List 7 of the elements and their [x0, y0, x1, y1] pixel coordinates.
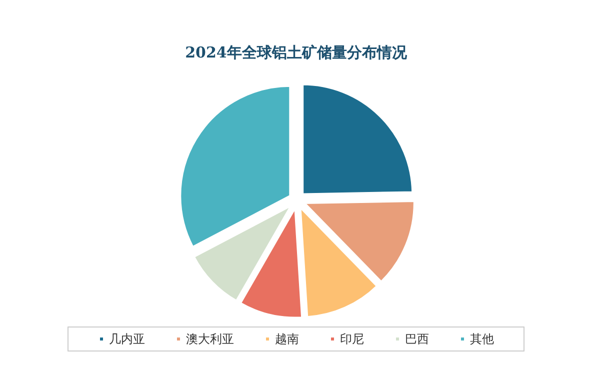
legend-label: 其他 [470, 332, 494, 346]
legend-label: 印尼 [340, 332, 364, 346]
legend-label: 越南 [275, 332, 299, 346]
chart-title: 2024年全球铝土矿储量分布情况 [185, 44, 408, 62]
legend-label: 巴西 [405, 332, 429, 346]
legend-label: 几内亚 [109, 332, 145, 346]
legend-label: 澳大利亚 [186, 332, 234, 346]
